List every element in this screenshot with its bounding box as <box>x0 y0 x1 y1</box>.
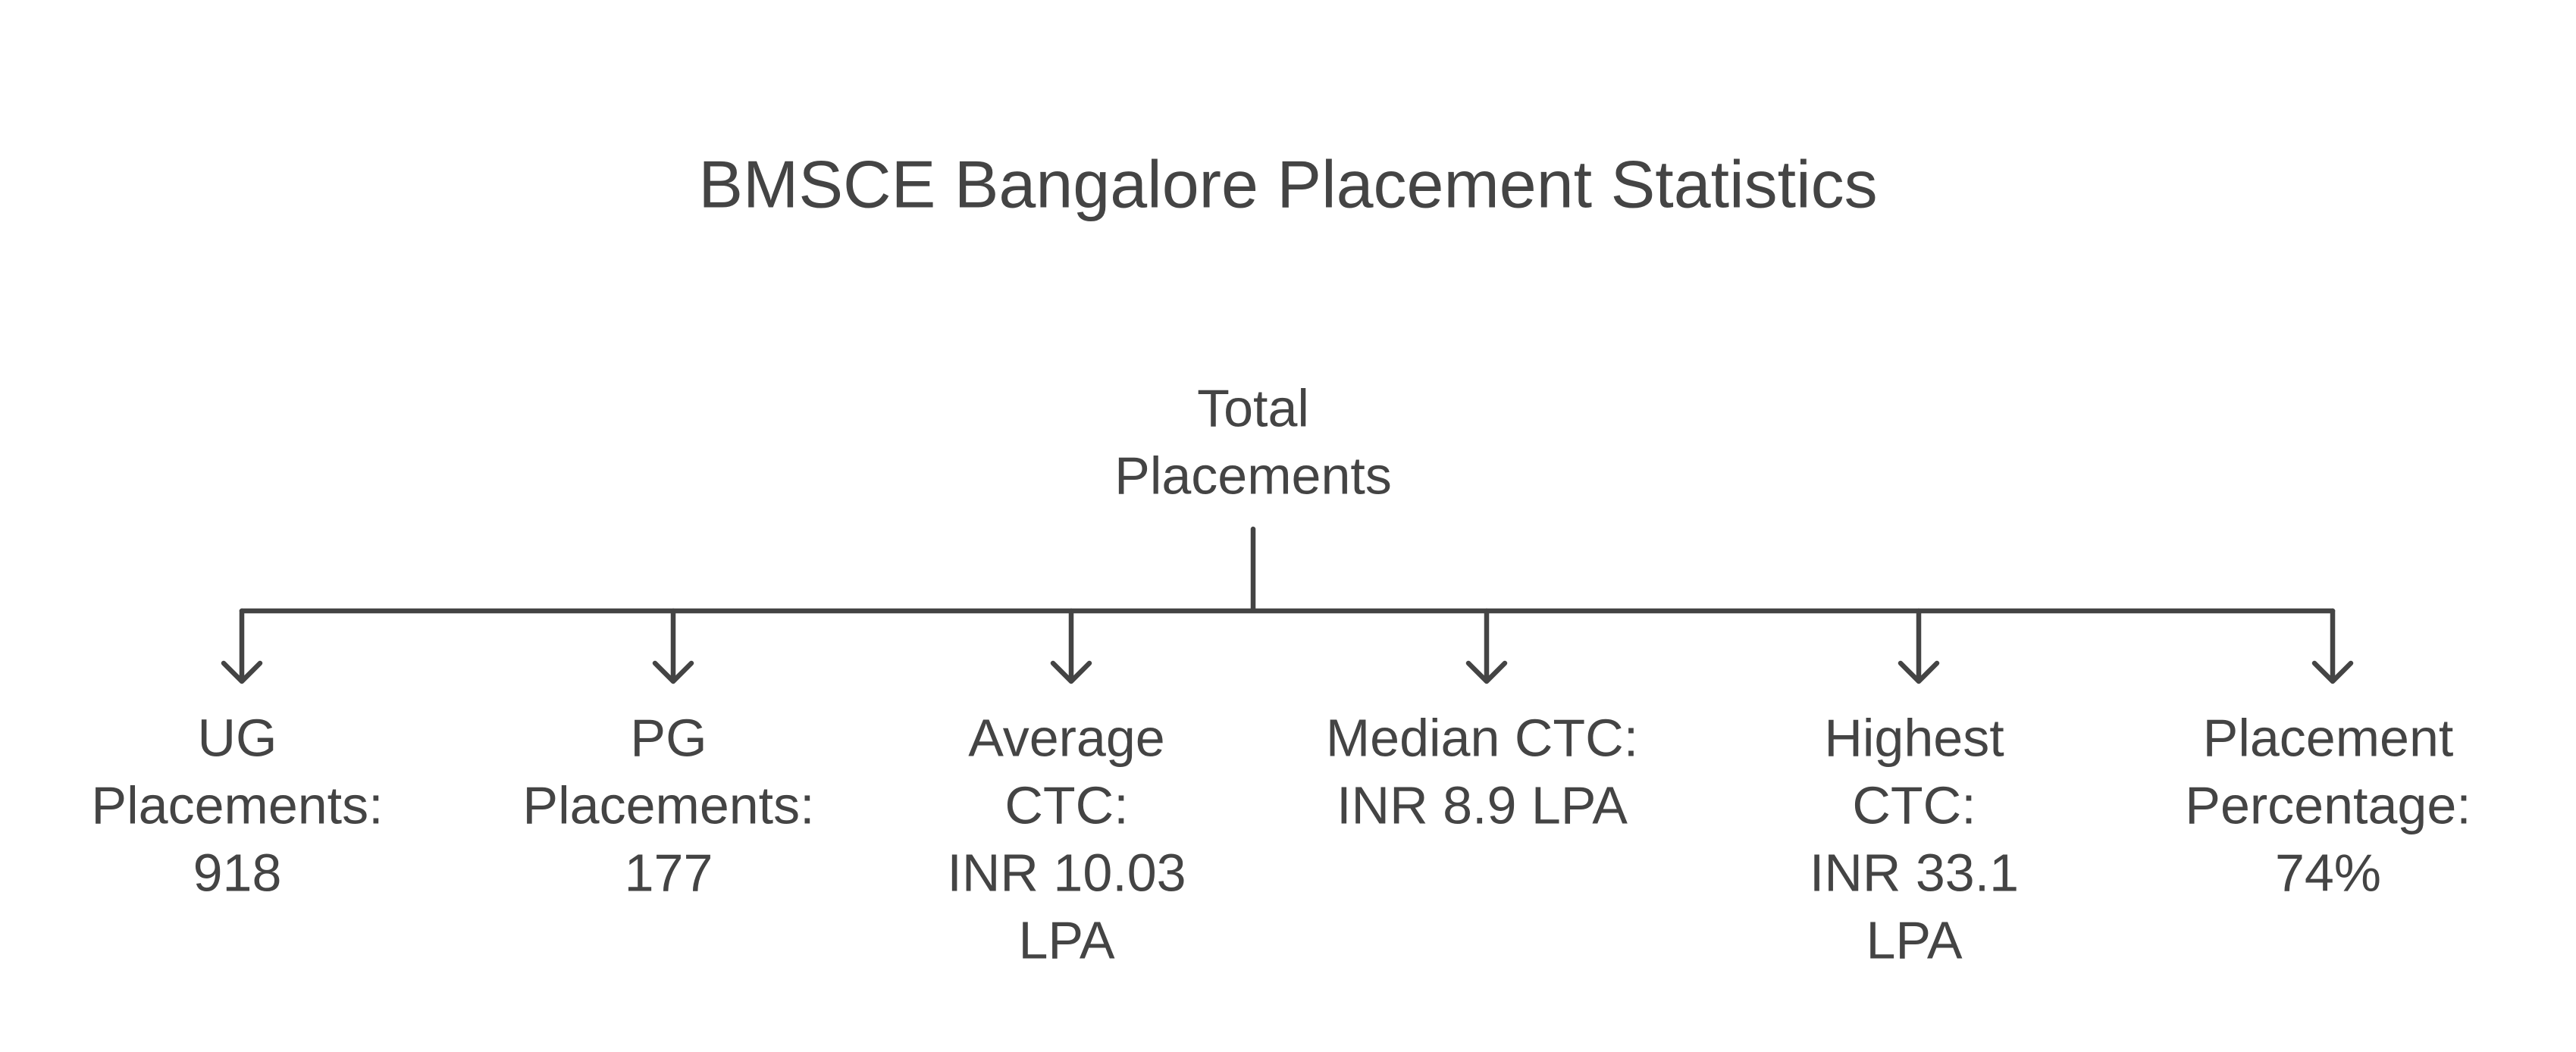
node-label: CTC: <box>1852 775 1976 834</box>
node-label: Average <box>968 708 1164 767</box>
node-label: UG <box>198 708 277 767</box>
node-label: CTC: <box>1004 775 1128 834</box>
connector <box>239 526 2336 614</box>
node-label: Placements: <box>522 775 814 834</box>
node-label: 918 <box>193 843 282 902</box>
node-label: INR 8.9 LPA <box>1337 775 1628 834</box>
node-label: INR 10.03 <box>947 843 1186 902</box>
arrow <box>1465 608 1508 684</box>
diagram-title: BMSCE Bangalore Placement Statistics <box>698 146 1877 221</box>
arrow <box>221 608 263 684</box>
node-label: Median CTC: <box>1326 708 1638 767</box>
root-label: Total <box>1197 378 1309 437</box>
node-label: 177 <box>625 843 713 902</box>
node-label: 74% <box>2275 843 2381 902</box>
node-label: Percentage: <box>2185 775 2471 834</box>
node-label: Placement <box>2203 708 2454 767</box>
arrow <box>2311 608 2354 684</box>
node-label: PG <box>630 708 707 767</box>
node-label: LPA <box>1018 910 1114 969</box>
root-label: Placements <box>1114 446 1392 505</box>
node-label: INR 33.1 <box>1810 843 2019 902</box>
arrow <box>1050 608 1092 684</box>
node-label: LPA <box>1866 910 1962 969</box>
node-label: Placements: <box>91 775 383 834</box>
arrow <box>652 608 694 684</box>
node-label: Highest <box>1824 708 2004 767</box>
arrow <box>1898 608 1940 684</box>
